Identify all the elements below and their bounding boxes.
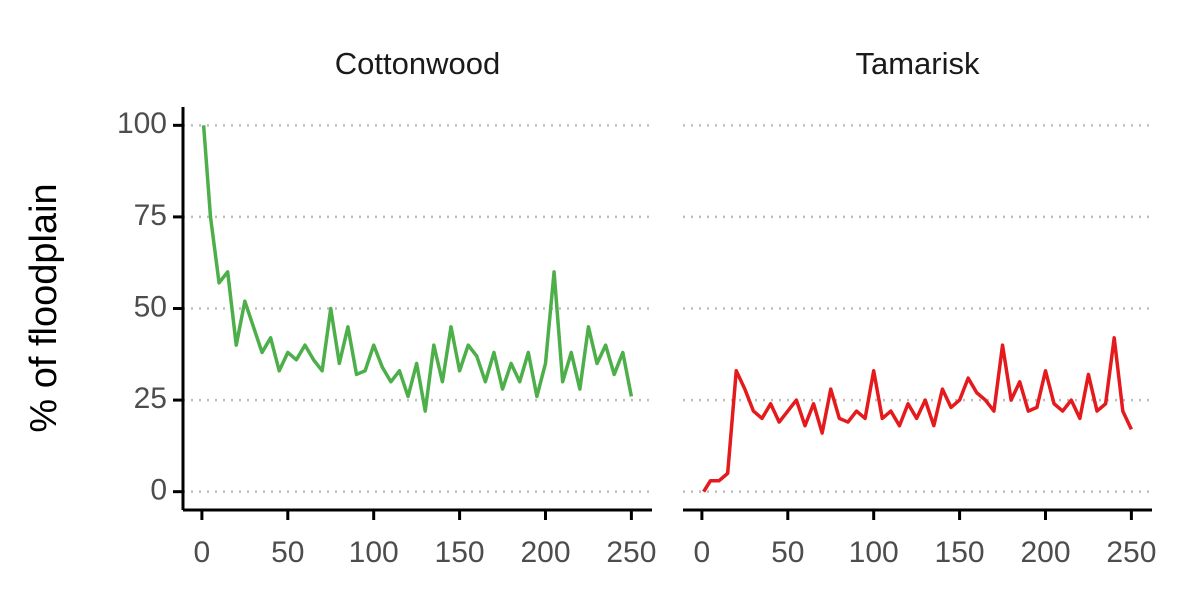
data-line — [702, 336, 1133, 493]
y-tick-label: 0 — [150, 474, 167, 507]
x-tick-label: 200 — [520, 536, 570, 569]
x-tick-label: 0 — [194, 536, 211, 569]
y-tick-label: 50 — [134, 290, 167, 323]
y-axis-label: % of floodplain — [23, 183, 65, 432]
x-tick-label: 100 — [849, 536, 899, 569]
y-tick-label: 75 — [134, 199, 167, 232]
x-tick-label: 150 — [435, 536, 485, 569]
y-tick-label: 100 — [117, 107, 167, 140]
x-tick-label: 100 — [349, 536, 399, 569]
x-tick-label: 0 — [694, 536, 711, 569]
x-tick-label: 200 — [1020, 536, 1070, 569]
x-tick-label: 250 — [1106, 536, 1156, 569]
data-line — [201, 125, 634, 413]
x-tick-label: 50 — [271, 536, 304, 569]
y-tick-label: 25 — [134, 382, 167, 415]
x-tick-label: 50 — [771, 536, 804, 569]
x-tick-label: 250 — [606, 536, 656, 569]
panel-title: Cottonwood — [335, 46, 500, 81]
panel-title: Tamarisk — [855, 46, 980, 81]
x-tick-label: 150 — [935, 536, 985, 569]
